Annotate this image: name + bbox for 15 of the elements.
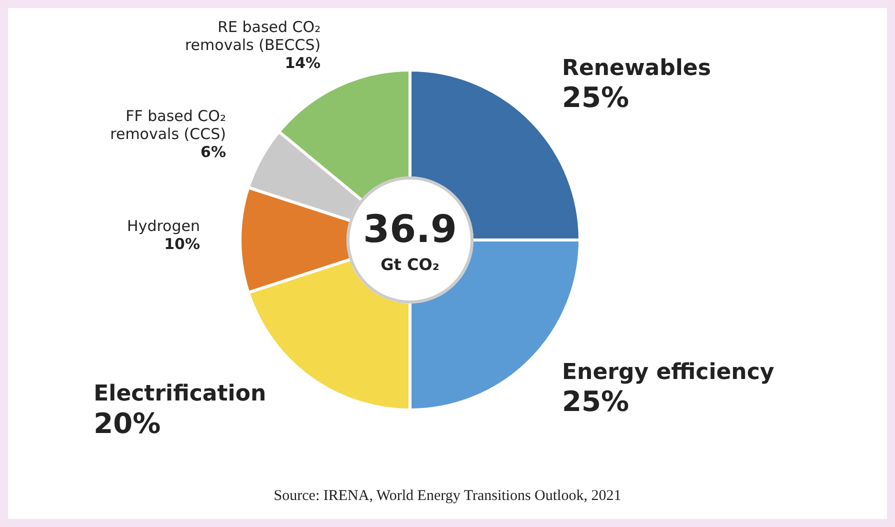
slice-label: Renewables <box>562 56 711 81</box>
data-label: 10% <box>164 235 200 253</box>
data-label: 25% <box>562 81 630 114</box>
text: Gt CO₂ <box>380 255 440 274</box>
source-note: Source: IRENA, World Energy Transitions Outlook, 2021 <box>274 488 622 504</box>
data-label: 14% <box>284 54 321 72</box>
slice-label: Electrification <box>94 382 266 407</box>
slice-label: RE based CO₂ removals (BECCS) <box>184 18 321 54</box>
slice-label: Hydrogen <box>127 217 200 235</box>
slice-label: FF based CO₂ removals (CCS) <box>110 106 226 143</box>
data-label: 25% <box>562 385 630 418</box>
slice-label: Energy efficiency <box>562 360 774 385</box>
data-label: 20% <box>94 407 161 440</box>
text: 36.9 <box>363 207 457 251</box>
data-label: 6% <box>200 142 226 161</box>
